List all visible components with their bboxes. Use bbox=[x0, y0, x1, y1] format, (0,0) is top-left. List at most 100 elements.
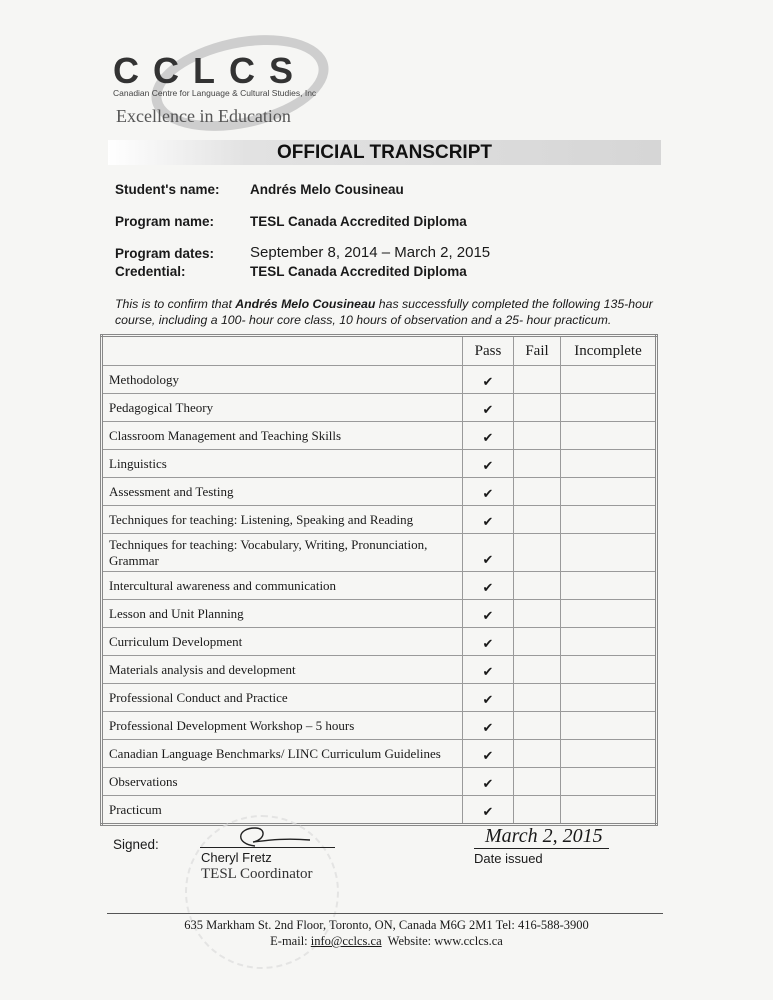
incomplete-cell bbox=[560, 795, 657, 825]
pass-check: ✔ bbox=[462, 767, 514, 796]
course-name: Linguistics bbox=[101, 449, 463, 478]
fail-cell bbox=[513, 627, 561, 656]
course-name: Pedagogical Theory bbox=[101, 393, 463, 422]
email-link[interactable]: info@cclcs.ca bbox=[310, 934, 382, 948]
signature-image bbox=[240, 827, 311, 847]
fail-cell bbox=[513, 683, 561, 712]
pass-check: ✔ bbox=[462, 739, 514, 768]
incomplete-cell bbox=[560, 421, 657, 450]
fail-cell bbox=[513, 365, 561, 394]
course-name: Observations bbox=[101, 767, 463, 796]
fail-cell bbox=[513, 599, 561, 628]
pass-check: ✔ bbox=[462, 795, 514, 825]
title-bar bbox=[108, 140, 661, 165]
course-name: Canadian Language Benchmarks/ LINC Curri… bbox=[101, 739, 463, 768]
incomplete-cell bbox=[560, 627, 657, 656]
program-name-label: Program name: bbox=[115, 214, 215, 229]
table-row: Assessment and Testing ✔ bbox=[101, 477, 657, 506]
course-name: Materials analysis and development bbox=[101, 655, 463, 684]
course-table: Pass Fail Incomplete Methodology ✔ Pedagog… bbox=[100, 334, 658, 826]
signer-role: TESL Coordinator bbox=[201, 866, 313, 882]
table-row: Professional Development Workshop – 5 ho… bbox=[101, 711, 657, 740]
table-row: Pedagogical Theory ✔ bbox=[101, 393, 657, 422]
header-fail: Fail bbox=[513, 335, 561, 366]
program-dates: September 8, 2014 – March 2, 2015 bbox=[250, 244, 491, 261]
credential: TESL Canada Accredited Diploma bbox=[250, 264, 467, 279]
date-issued-label: Date issued bbox=[474, 851, 543, 866]
student-name: Andrés Melo Cousineau bbox=[250, 182, 404, 197]
course-name: Curriculum Development bbox=[101, 627, 463, 656]
date-handwritten: March 2, 2015 bbox=[485, 825, 603, 847]
website-link[interactable]: www.cclcs.ca bbox=[434, 934, 503, 948]
pass-check: ✔ bbox=[462, 627, 514, 656]
page-title: OFFICIAL TRANSCRIPT bbox=[277, 142, 492, 163]
incomplete-cell bbox=[560, 393, 657, 422]
course-name: Lesson and Unit Planning bbox=[101, 599, 463, 628]
logo-subtitle: Canadian Centre for Language & Cultural … bbox=[113, 88, 317, 98]
fail-cell bbox=[513, 767, 561, 796]
pass-check: ✔ bbox=[462, 477, 514, 506]
footer-contact: E-mail: info@cclcs.ca Website: www.cclcs… bbox=[270, 934, 503, 948]
fail-cell bbox=[513, 711, 561, 740]
incomplete-cell bbox=[560, 739, 657, 768]
course-name: Classroom Management and Teaching Skills bbox=[101, 421, 463, 450]
incomplete-cell bbox=[560, 449, 657, 478]
fail-cell bbox=[513, 505, 561, 534]
incomplete-cell bbox=[560, 711, 657, 740]
incomplete-cell bbox=[560, 767, 657, 796]
footer-divider bbox=[107, 913, 663, 914]
incomplete-cell bbox=[560, 505, 657, 534]
fail-cell bbox=[513, 477, 561, 506]
header-incomplete: Incomplete bbox=[560, 335, 657, 366]
table-row: Linguistics ✔ bbox=[101, 449, 657, 478]
signed-label: Signed: bbox=[113, 837, 159, 852]
pass-check: ✔ bbox=[462, 505, 514, 534]
fail-cell bbox=[513, 795, 561, 825]
pass-check: ✔ bbox=[462, 683, 514, 712]
table-row: Methodology ✔ bbox=[101, 365, 657, 394]
embossed-seal bbox=[185, 815, 339, 969]
table-row: Classroom Management and Teaching Skills… bbox=[101, 421, 657, 450]
table-row: Professional Conduct and Practice ✔ bbox=[101, 683, 657, 712]
table-row: Techniques for teaching: Vocabulary, Wri… bbox=[101, 533, 657, 572]
table-header: Pass Fail Incomplete bbox=[101, 335, 657, 366]
incomplete-cell bbox=[560, 599, 657, 628]
incomplete-cell bbox=[560, 477, 657, 506]
incomplete-cell bbox=[560, 365, 657, 394]
signature-line bbox=[200, 847, 335, 848]
pass-check: ✔ bbox=[462, 421, 514, 450]
program-name: TESL Canada Accredited Diploma bbox=[250, 214, 467, 229]
pass-check: ✔ bbox=[462, 599, 514, 628]
course-name: Assessment and Testing bbox=[101, 477, 463, 506]
course-name: Professional Development Workshop – 5 ho… bbox=[101, 711, 463, 740]
table-row: Observations ✔ bbox=[101, 767, 657, 796]
course-name: Techniques for teaching: Vocabulary, Wri… bbox=[101, 533, 463, 572]
pass-check: ✔ bbox=[462, 393, 514, 422]
table-row: Practicum ✔ bbox=[101, 795, 657, 825]
date-line bbox=[474, 848, 609, 849]
pass-check: ✔ bbox=[462, 571, 514, 600]
pass-check: ✔ bbox=[462, 533, 514, 572]
fail-cell bbox=[513, 533, 561, 572]
pass-check: ✔ bbox=[462, 449, 514, 478]
incomplete-cell bbox=[560, 533, 657, 572]
fail-cell bbox=[513, 421, 561, 450]
signer-name: Cheryl Fretz bbox=[201, 850, 272, 865]
course-name: Professional Conduct and Practice bbox=[101, 683, 463, 712]
fail-cell bbox=[513, 655, 561, 684]
fail-cell bbox=[513, 393, 561, 422]
table-row: Materials analysis and development ✔ bbox=[101, 655, 657, 684]
table-row: Canadian Language Benchmarks/ LINC Curri… bbox=[101, 739, 657, 768]
course-name: Methodology bbox=[101, 365, 463, 394]
incomplete-cell bbox=[560, 683, 657, 712]
table-row: Techniques for teaching: Listening, Spea… bbox=[101, 505, 657, 534]
table-row: Curriculum Development ✔ bbox=[101, 627, 657, 656]
student-name-label: Student's name: bbox=[115, 182, 220, 197]
tagline: Excellence in Education bbox=[116, 106, 291, 126]
intro-text: This is to confirm that Andrés Melo Cous… bbox=[115, 297, 653, 327]
fail-cell bbox=[513, 739, 561, 768]
course-name: Techniques for teaching: Listening, Spea… bbox=[101, 505, 463, 534]
table-row: Intercultural awareness and communicatio… bbox=[101, 571, 657, 600]
pass-check: ✔ bbox=[462, 655, 514, 684]
